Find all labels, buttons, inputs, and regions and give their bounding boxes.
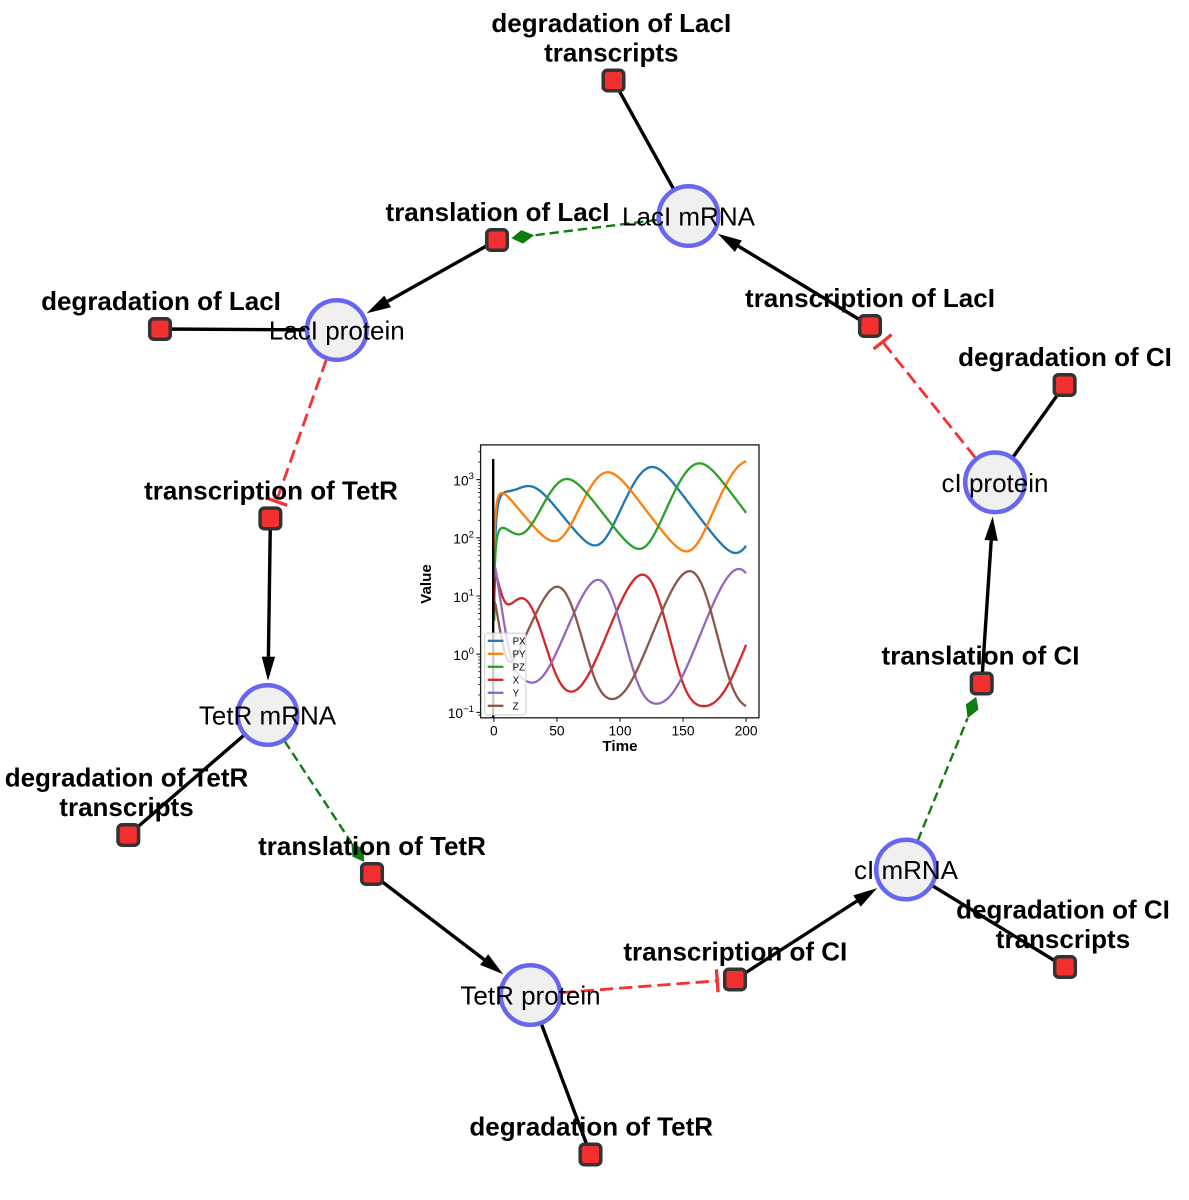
svg-text:degradation of LacI: degradation of LacI: [491, 8, 731, 38]
svg-text:degradation of LacI: degradation of LacI: [41, 286, 281, 316]
svg-text:degradation of CI: degradation of CI: [956, 895, 1170, 925]
svg-text:translation of LacI: translation of LacI: [386, 197, 610, 227]
svg-text:transcription of LacI: transcription of LacI: [745, 283, 995, 313]
svg-text:200: 200: [735, 724, 758, 739]
svg-text:cI mRNA: cI mRNA: [854, 855, 959, 885]
svg-text:Z: Z: [513, 701, 519, 712]
svg-text:150: 150: [671, 724, 694, 739]
svg-text:transcripts: transcripts: [59, 792, 193, 822]
svg-text:degradation of TetR: degradation of TetR: [469, 1111, 713, 1141]
svg-text:Value: Value: [418, 564, 435, 604]
svg-text:transcripts: transcripts: [544, 37, 678, 67]
svg-text:TetR protein: TetR protein: [460, 981, 600, 1011]
svg-text:transcription of CI: transcription of CI: [623, 936, 847, 966]
svg-text:PX: PX: [513, 636, 526, 647]
svg-text:X: X: [513, 675, 520, 686]
svg-text:Time: Time: [602, 738, 637, 755]
svg-text:PZ: PZ: [513, 662, 525, 673]
svg-text:0: 0: [490, 724, 498, 739]
svg-text:LacI protein: LacI protein: [269, 316, 405, 346]
svg-text:degradation of TetR: degradation of TetR: [5, 763, 249, 793]
svg-text:50: 50: [549, 724, 565, 739]
svg-text:degradation of CI: degradation of CI: [958, 342, 1172, 372]
svg-text:cI protein: cI protein: [942, 468, 1049, 498]
svg-text:100: 100: [608, 724, 631, 739]
svg-text:PY: PY: [513, 649, 526, 660]
svg-text:translation of TetR: translation of TetR: [258, 831, 486, 861]
svg-text:LacI mRNA: LacI mRNA: [622, 202, 756, 232]
svg-text:transcription of TetR: transcription of TetR: [144, 475, 398, 505]
svg-text:TetR mRNA: TetR mRNA: [199, 701, 337, 731]
svg-text:transcripts: transcripts: [996, 924, 1130, 954]
svg-text:Y: Y: [513, 688, 520, 699]
svg-text:translation of CI: translation of CI: [882, 640, 1080, 670]
